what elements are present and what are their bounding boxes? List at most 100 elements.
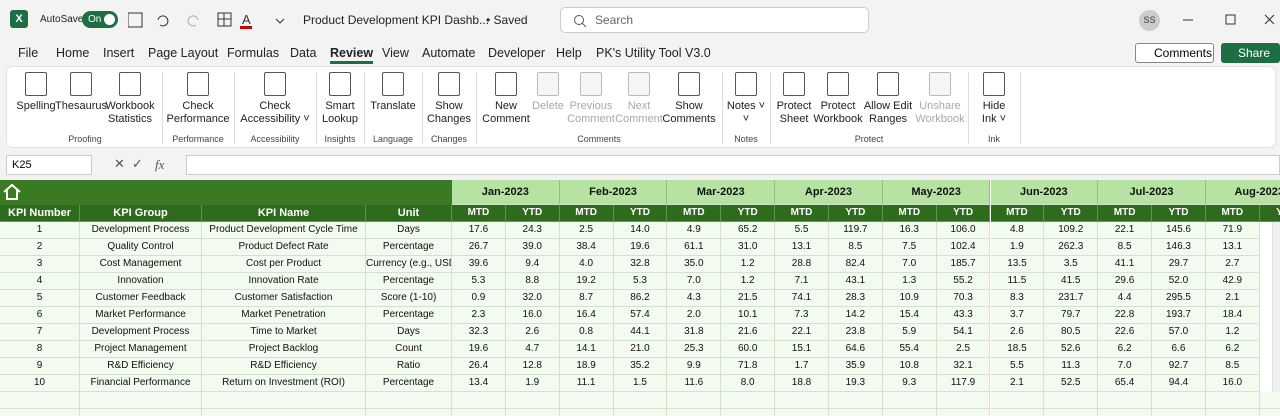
table-cell: 31.0 — [721, 239, 776, 256]
empty-cell — [990, 392, 1045, 409]
table-cell: 4.8 — [990, 222, 1045, 239]
table-cell: Time to Market — [202, 324, 366, 341]
empty-cell — [613, 392, 668, 409]
menu-tab[interactable]: Developer — [488, 46, 545, 60]
table-cell: Development Process — [80, 222, 202, 239]
empty-cell — [990, 409, 1045, 416]
ribbon-button[interactable]: Workbook Statistics — [90, 100, 170, 126]
table-cell: 3 — [0, 256, 80, 273]
button-icon — [580, 72, 602, 96]
button-label: Statistics — [107, 113, 152, 125]
ribbon-button[interactable]: Protect Sheet — [754, 100, 834, 126]
table-cell: Project Management — [80, 341, 202, 358]
button-icon — [25, 72, 47, 96]
svg-text:A: A — [242, 12, 251, 27]
ribbon-button[interactable]: Show Comments — [649, 100, 729, 126]
ribbon-button[interactable]: Protect Workbook — [798, 100, 878, 126]
table-cell: 16.4 — [559, 307, 614, 324]
menu-tab[interactable]: Automate — [422, 46, 476, 60]
button-icon — [628, 72, 650, 96]
avatar[interactable]: SS — [1139, 10, 1160, 31]
table-cell: 52.5 — [1044, 375, 1099, 392]
menu-tab[interactable]: Review — [330, 46, 374, 64]
table-cell: 21.6 — [721, 324, 776, 341]
menu-tab[interactable]: Home — [56, 46, 90, 60]
table-cell: 146.3 — [1152, 239, 1206, 256]
table-cell: 82.4 — [828, 256, 883, 273]
menu-tab[interactable]: Data — [290, 46, 317, 60]
ribbon-button[interactable]: Check Performance — [158, 100, 238, 126]
button-icon — [735, 72, 757, 96]
table-cell: 14.0 — [613, 222, 668, 239]
sub-header: MTD — [775, 205, 829, 222]
table-cell: 35.9 — [828, 358, 883, 375]
share-button[interactable]: Share — [1221, 43, 1280, 63]
menu-tab[interactable]: Insert — [103, 46, 135, 60]
table-cell: 64.6 — [828, 341, 883, 358]
ribbon-button[interactable]: Hide Ink ˅ — [954, 100, 1034, 126]
empty-cell — [366, 392, 452, 409]
menu-tab[interactable]: File — [18, 46, 39, 60]
name-box[interactable]: K25 — [6, 155, 92, 175]
month-header: Apr-2023 — [775, 180, 883, 205]
button-icon — [827, 72, 849, 96]
table-cell: 35.2 — [613, 358, 668, 375]
table-cell: Quality Control — [80, 239, 202, 256]
table-cell: 11.3 — [1044, 358, 1099, 375]
ribbon-button[interactable]: Show Changes — [409, 100, 489, 126]
table-cell: 9.3 — [882, 375, 937, 392]
button-icon — [187, 72, 209, 96]
table-cell: 119.7 — [828, 222, 883, 239]
button-label: Protect — [820, 100, 856, 112]
comments-button[interactable]: Comments — [1135, 43, 1214, 63]
month-header: Jan-2023 — [452, 180, 560, 205]
button-label: Workbook — [915, 113, 965, 125]
empty-cell — [1205, 392, 1260, 409]
table-cell: Product Development Cycle Time — [202, 222, 366, 239]
ribbon-button[interactable]: New Comment — [466, 100, 546, 126]
button-label: Previous — [569, 100, 613, 112]
month-header: May-2023 — [882, 180, 991, 205]
ribbon-button[interactable]: Thesaurus — [41, 100, 121, 113]
table-cell: 16.0 — [505, 307, 560, 324]
table-cell: 11.6 — [667, 375, 722, 392]
button-label: Thesaurus — [55, 100, 107, 112]
table-cell: 26.4 — [452, 358, 506, 375]
sub-header: YTD — [936, 205, 991, 222]
ribbon-button[interactable]: Smart Lookup — [300, 100, 380, 126]
menu-tab[interactable]: Formulas — [227, 46, 280, 60]
search-box[interactable]: Search — [560, 7, 869, 33]
formula-input[interactable] — [186, 155, 1280, 175]
autosave-toggle[interactable]: On — [82, 11, 118, 28]
ribbon-button[interactable]: Translate — [353, 100, 433, 113]
empty-cell — [721, 409, 776, 416]
table-cell: 16.0 — [1205, 375, 1260, 392]
group-separator — [234, 72, 235, 144]
table-cell: 21.5 — [721, 290, 776, 307]
ribbon-button[interactable]: Spelling — [0, 100, 76, 113]
group-separator — [422, 72, 423, 144]
ribbon-button[interactable]: Check Accessibility ˅ — [235, 100, 315, 126]
ribbon-button[interactable]: Notes ˅ ˅ — [706, 100, 786, 126]
button-icon — [495, 72, 517, 96]
table-cell: 23.8 — [828, 324, 883, 341]
menu-tab[interactable]: View — [382, 46, 409, 60]
table-cell: 8.8 — [505, 273, 560, 290]
button-icon — [70, 72, 92, 96]
menu-tab[interactable]: PK's Utility Tool V3.0 — [596, 46, 711, 60]
table-cell: 32.8 — [613, 256, 668, 273]
button-icon — [119, 72, 141, 96]
table-cell: 22.1 — [1098, 222, 1153, 239]
menu-tab[interactable]: Page Layout — [148, 46, 219, 60]
empty-cell — [505, 392, 560, 409]
menu-tab[interactable]: Help — [556, 46, 582, 60]
scrollbar — [1272, 180, 1280, 416]
column-header: KPI Number — [0, 205, 80, 222]
empty-cell — [775, 409, 829, 416]
ribbon-button[interactable]: Allow Edit Ranges — [848, 100, 928, 126]
table-cell: 18.9 — [559, 358, 614, 375]
table-cell: Market Performance — [80, 307, 202, 324]
table-cell: 26.7 — [452, 239, 506, 256]
ribbon-button: Previous Comment — [551, 100, 631, 126]
table-cell: Innovation Rate — [202, 273, 366, 290]
